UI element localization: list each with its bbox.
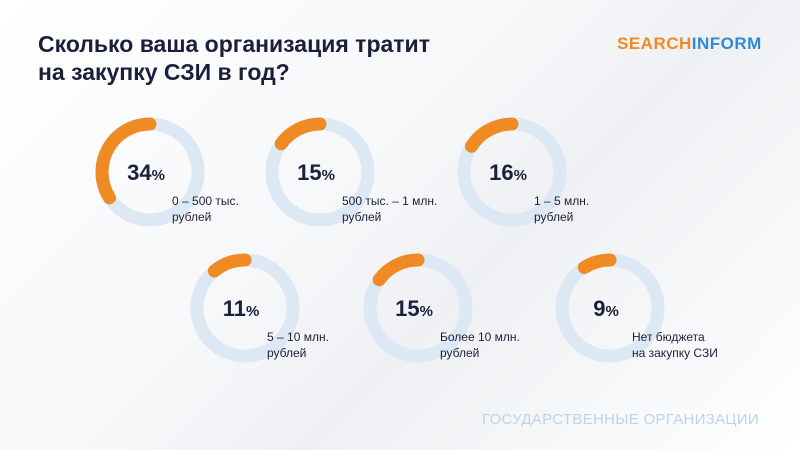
category-label: 1 – 5 млн. рублей (534, 194, 590, 224)
title: Сколько ваша организация тратит на закуп… (38, 31, 430, 85)
donut-arc (577, 253, 617, 274)
value-label: 15% (297, 160, 335, 185)
value-label: 16% (489, 160, 527, 185)
category-label: Более 10 млн. рублей (440, 330, 520, 360)
value-unit: % (420, 303, 433, 320)
category-label: 5 – 10 млн. рублей (267, 330, 329, 360)
logo-part: SEARCH (617, 34, 692, 53)
value-label: 34% (127, 160, 165, 185)
donut-arc (464, 117, 519, 153)
value-number: 11 (223, 296, 246, 321)
value-unit: % (605, 303, 618, 320)
footer: ГОСУДАРСТВЕННЫЕ ОРГАНИЗАЦИИ (482, 411, 759, 428)
donut-arc (372, 253, 425, 287)
value-unit: % (514, 167, 527, 184)
value-number: 15 (395, 296, 419, 321)
category-label: Нет бюджета на закупку СЗИ (632, 330, 718, 360)
category-label: 0 – 500 тыс. рублей (172, 194, 239, 224)
value-number: 34 (127, 160, 152, 185)
value-label: 15% (395, 296, 433, 321)
value-number: 16 (489, 160, 513, 185)
donut-arc (207, 253, 252, 278)
value-unit: % (322, 167, 335, 184)
value-number: 15 (297, 160, 321, 185)
value-unit: % (246, 303, 259, 320)
logo: SEARCHINFORM (617, 34, 762, 54)
value-number: 9 (593, 296, 605, 321)
category-label: 500 тыс. – 1 млн. рублей (342, 194, 438, 224)
value-label: 9% (593, 296, 619, 321)
value-unit: % (152, 167, 165, 184)
donut-arc (95, 117, 157, 205)
logo-part: INFORM (691, 34, 762, 53)
value-label: 11% (223, 296, 260, 321)
donut-arc (274, 117, 327, 151)
